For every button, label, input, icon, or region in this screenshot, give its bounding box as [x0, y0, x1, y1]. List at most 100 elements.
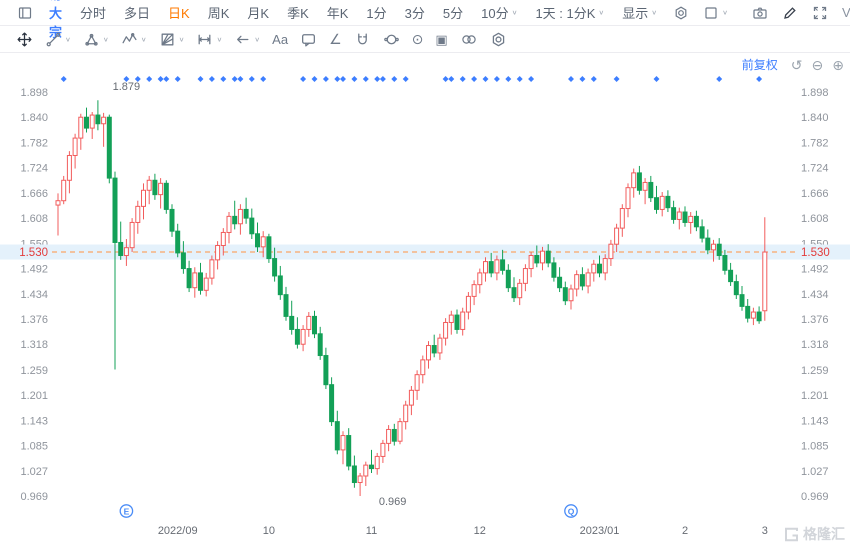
vs-button[interactable]: VS	[842, 5, 850, 20]
event-dot-icon	[197, 76, 204, 82]
candle-body	[642, 181, 648, 191]
event-dot-icon	[579, 76, 586, 82]
move-tool[interactable]	[10, 26, 39, 53]
ellipse-tool[interactable]	[377, 26, 406, 53]
candle-body	[317, 333, 323, 357]
candlestick-chart[interactable]: 1.898 1.898 1.840 1.840 1.782 1.782 1.724 1.724…	[0, 53, 850, 545]
y-axis-label-right: 1.318	[801, 339, 829, 351]
circle-point-tool[interactable]: ⊙	[411, 31, 424, 47]
angle-tool[interactable]: ∠	[329, 31, 342, 47]
candle-body	[289, 315, 295, 330]
period-tab-7[interactable]: 1分	[366, 6, 387, 21]
candle-body	[733, 281, 739, 296]
candle-body	[460, 311, 466, 330]
candle-body	[448, 314, 454, 323]
y-axis-label-right: 1.840	[801, 112, 829, 124]
draw-settings-icon[interactable]	[484, 26, 513, 53]
settings-nut-icon[interactable]	[666, 5, 696, 21]
pencil-icon[interactable]	[775, 5, 805, 21]
candle-body	[146, 179, 152, 191]
candle-body	[693, 215, 699, 228]
candle-body	[676, 211, 682, 220]
period-tab-8[interactable]: 3分	[404, 6, 425, 21]
candle-body	[574, 274, 580, 290]
event-marker-e-icon[interactable]: E	[119, 504, 134, 518]
candle-body	[602, 258, 608, 274]
y-axis-label-right: 1.201	[801, 390, 829, 402]
event-dot-icon	[248, 76, 255, 82]
period-tab-4[interactable]: 月K	[247, 6, 270, 21]
candle-body	[728, 269, 734, 283]
zoom-out-icon[interactable]: ⊖	[811, 56, 824, 73]
candle-body	[129, 221, 135, 249]
current-price-tag-right: 1.530	[801, 247, 830, 259]
candle-body	[534, 255, 540, 264]
wave-tool[interactable]: ∨	[115, 26, 153, 53]
square-point-tool[interactable]: ▣	[435, 31, 448, 47]
candle-body	[437, 337, 443, 354]
polygon-tool[interactable]: ∨	[77, 26, 115, 53]
camera-icon[interactable]	[745, 5, 775, 21]
candle-body	[551, 262, 557, 278]
period-tab-3[interactable]: 周K	[207, 6, 230, 21]
period-tab-9[interactable]: 5分	[442, 6, 464, 21]
candle-body	[591, 263, 597, 274]
event-dot-icon	[379, 76, 386, 82]
candle-body	[659, 195, 665, 210]
display-dropdown[interactable]: 显示 ∨	[622, 6, 658, 21]
y-axis-label-left: 1.027	[20, 466, 48, 478]
candle-body	[220, 231, 226, 247]
candle-body	[277, 275, 283, 296]
candle-body	[78, 116, 84, 139]
text-tool[interactable]: Aa	[272, 31, 289, 47]
event-dot-icon	[260, 76, 267, 82]
chevron-down-icon: ∨	[254, 35, 261, 43]
zoom-in-icon[interactable]: ⊕	[832, 56, 844, 73]
pattern-tool[interactable]: ∨	[153, 26, 191, 53]
price-adjustment-toggle[interactable]: 前复权	[741, 58, 778, 72]
y-axis-label-left: 1.724	[20, 163, 48, 175]
event-dot-icon	[442, 76, 449, 82]
candle-body	[619, 208, 625, 229]
y-axis-label-left: 1.318	[20, 339, 48, 351]
fullscreen-icon[interactable]	[805, 5, 835, 21]
period-tab-11[interactable]: 1天 : 1分K ∨	[535, 6, 605, 21]
period-tab-2[interactable]: 日K	[168, 6, 190, 21]
period-tab-0[interactable]: 分时	[80, 6, 107, 21]
undo-icon[interactable]: ↺	[790, 56, 803, 73]
candle-body	[408, 389, 414, 406]
trend-line-tool[interactable]: ∨	[39, 26, 77, 53]
candle-body	[443, 321, 449, 339]
candle-body	[158, 182, 164, 196]
arrow-tool[interactable]: ∨	[228, 26, 266, 53]
candle-body	[106, 116, 112, 179]
window-layout-icon[interactable]	[10, 5, 40, 21]
period-tab-5[interactable]: 季K	[287, 6, 309, 21]
comment-tool[interactable]	[294, 26, 323, 53]
candle-body	[340, 435, 346, 451]
candle-body	[198, 272, 203, 291]
candle-body	[55, 200, 61, 206]
candle-body	[283, 294, 289, 317]
x-axis-label: 10	[263, 525, 275, 537]
period-tab-1[interactable]: 多日	[124, 6, 151, 21]
event-dot-icon	[505, 76, 512, 82]
layout-select-icon[interactable]: ∨	[696, 5, 735, 21]
compare-tool[interactable]	[454, 26, 484, 53]
event-marker-q-icon[interactable]: Q	[564, 504, 578, 518]
event-dot-icon	[590, 76, 597, 82]
candle-body	[255, 233, 260, 248]
event-dot-icon	[653, 76, 660, 82]
event-dot-icon	[300, 76, 307, 82]
period-tab-6[interactable]: 年K	[326, 6, 349, 21]
x-axis-label: 2023/01	[580, 525, 620, 537]
period-tab-10[interactable]: 10分 ∨	[481, 6, 518, 21]
candle-body	[699, 226, 705, 239]
y-axis-label-left: 1.434	[20, 289, 48, 301]
candle-body	[397, 421, 403, 442]
chevron-down-icon: ∨	[511, 8, 518, 17]
candle-body	[249, 217, 255, 235]
magnet-tool[interactable]	[348, 26, 377, 53]
measure-tool[interactable]: ∨	[190, 26, 228, 53]
